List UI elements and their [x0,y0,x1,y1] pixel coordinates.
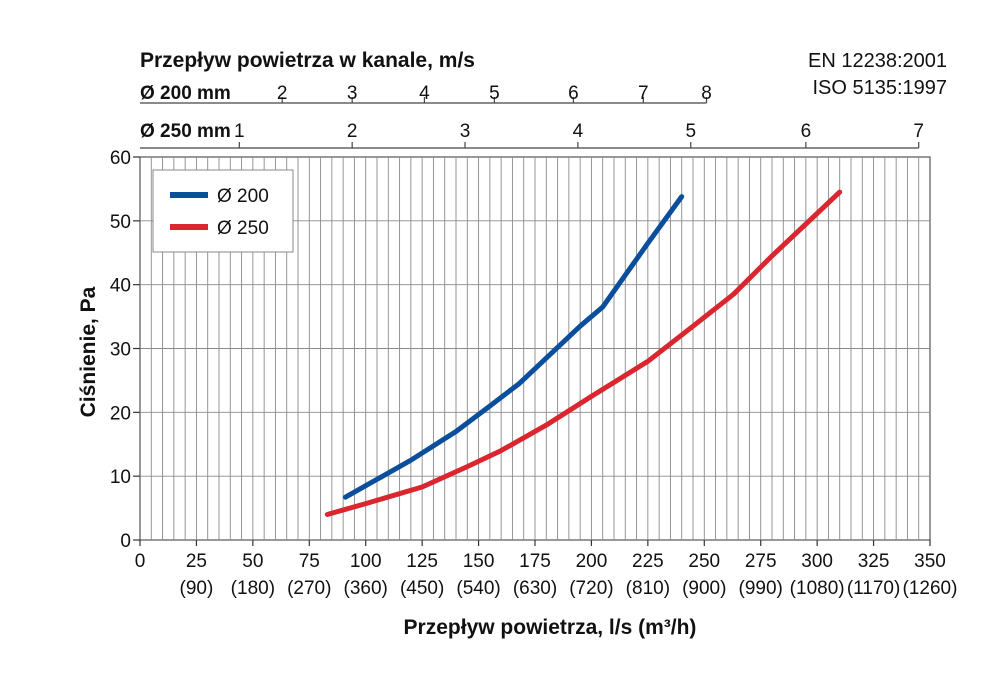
standard-label-1: ISO 5135:1997 [812,77,947,99]
top-axis-tick-label: 4 [419,83,430,104]
series-line-0 [342,194,685,500]
standard-label-0: EN 12238:2001 [808,50,947,72]
x-tick-label: 200 [576,551,608,572]
legend-box [152,169,294,253]
series-layer [324,189,843,517]
x-secondary-label: (1080) [790,578,845,599]
top-axis-tick-label: 8 [701,83,712,104]
x-tick-label: 250 [688,551,720,572]
x-tick-label: 300 [801,551,833,572]
x-tick-label: 350 [914,551,946,572]
axes: 0 10 20 30 40 50 60 0 25 (90) 50 (180) 75 (270) 100 (36… [110,148,958,599]
x-secondary-label: (90) [180,578,214,599]
x-secondary-label: (360) [344,578,388,599]
x-secondary-label: (1260) [903,578,958,599]
y-tick-label: 0 [120,531,131,552]
top-axis-tick-label: 1 [234,121,245,142]
x-secondary-label: (540) [456,578,500,599]
x-tick-label: 75 [299,551,320,572]
top-axis-label-0: Ø 200 mm [140,83,231,104]
labels: EN 12238:2001 ISO 5135:1997 Przepływ pow… [77,49,947,639]
x-secondary-label: (810) [626,578,670,599]
top-axis-tick-label: 5 [685,121,696,142]
x-tick-label: 100 [350,551,382,572]
x-tick-label: 225 [632,551,664,572]
top-axis-tick-label: 5 [489,83,500,104]
top-axis-tick-label: 7 [913,121,924,142]
top-axis-tick-label: 6 [568,83,579,104]
x-secondary-label: (990) [739,578,783,599]
top-axis-tick-label: 3 [460,121,471,142]
series-line-1 [324,189,843,517]
x-tick-label: 150 [463,551,495,572]
y-tick-label: 60 [110,148,131,169]
top-axis-tick-label: 4 [573,121,584,142]
x-tick-label: 50 [242,551,263,572]
x-axis-label: Przepływ powietrza, l/s (m³/h) [404,616,697,639]
x-secondary-label: (180) [231,578,275,599]
y-tick-label: 40 [110,276,131,297]
legend-label-1: Ø 250 [217,218,269,239]
y-tick-label: 30 [110,340,131,361]
legend-label-0: Ø 200 [217,186,269,207]
x-tick-label: 175 [519,551,551,572]
x-tick-label: 0 [135,551,146,572]
x-secondary-label: (900) [682,578,726,599]
x-tick-label: 25 [186,551,207,572]
top-axes: Ø 200 mm 2 3 4 5 6 7 8 Ø 250 mm 1 2 3 4 5 6 7 [140,83,924,149]
x-secondary-label: (1170) [847,578,901,599]
top-axis-label-1: Ø 250 mm [140,121,231,142]
x-tick-label: 325 [858,551,890,572]
x-tick-label: 125 [406,551,438,572]
legend: Ø 200 Ø 250 [152,169,294,253]
x-tick-label: 275 [745,551,777,572]
top-axis-tick-label: 2 [347,121,358,142]
top-axis-title: Przepływ powietrza w kanale, m/s [140,49,475,72]
top-axis-tick-label: 7 [638,83,649,104]
x-secondary-label: (450) [400,578,444,599]
y-tick-label: 20 [110,403,131,424]
y-axis-label: Ciśnienie, Pa [77,286,100,417]
x-secondary-label: (270) [287,578,331,599]
y-tick-label: 50 [110,212,131,233]
top-axis-tick-label: 3 [347,83,358,104]
x-secondary-label: (630) [513,578,557,599]
y-tick-label: 10 [110,467,131,488]
x-secondary-label: (720) [569,578,613,599]
top-axis-tick-label: 6 [801,121,812,142]
top-axis-tick-label: 2 [277,83,288,104]
